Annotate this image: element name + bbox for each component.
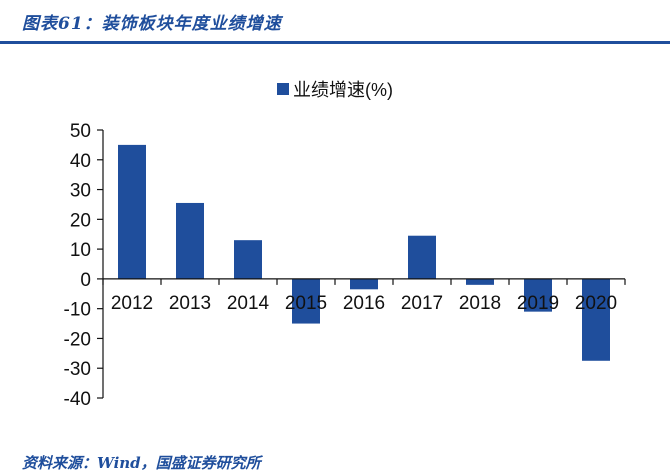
y-tick-label: -20	[64, 329, 91, 350]
legend: 业绩增速(%)	[277, 80, 393, 100]
x-tick-label: 2019	[517, 293, 559, 314]
bar-2014	[234, 240, 262, 279]
x-tick-label: 2013	[169, 293, 211, 314]
x-tick-label: 2020	[575, 293, 617, 314]
figure-title: 图表61：装饰板块年度业绩增速	[22, 14, 282, 34]
x-axis	[102, 278, 626, 285]
bars	[118, 144, 610, 361]
bar-2019	[524, 278, 552, 312]
y-tick-label: 40	[70, 151, 91, 172]
x-tick-label: 2014	[227, 293, 270, 314]
figure-header: 图表61：装饰板块年度业绩增速	[0, 0, 670, 44]
y-tick-label: 20	[70, 210, 91, 231]
y-tick-label: 30	[70, 181, 91, 202]
legend-swatch	[277, 83, 289, 95]
x-tick-label: 2017	[401, 293, 443, 314]
x-tick-label: 2015	[285, 293, 327, 314]
bar-2020	[582, 278, 610, 361]
y-tick-label: 50	[70, 121, 91, 142]
bar-2015	[292, 278, 320, 324]
y-tick-label: -30	[64, 359, 91, 380]
y-axis: 50 40 30 20 10 0 -10 -20 -30 -40	[64, 121, 104, 410]
header-rule	[0, 41, 670, 44]
x-axis-labels: 2012 2013 2014 2015 2016 2017 2018 2019 2020	[111, 293, 617, 314]
bar-2017	[408, 235, 436, 279]
source-note: 资料来源：Wind，国盛证券研究所	[22, 454, 261, 472]
x-tick-label: 2018	[459, 293, 501, 314]
y-tick-label: 10	[70, 240, 91, 261]
legend-label: 业绩增速(%)	[293, 80, 393, 100]
x-tick-label: 2012	[111, 293, 153, 314]
bar-2012	[118, 144, 146, 279]
y-tick-label: -10	[64, 300, 91, 321]
x-tick-label: 2016	[343, 293, 385, 314]
bar-2013	[176, 202, 204, 279]
y-tick-label: 0	[80, 270, 91, 291]
y-tick-label: -40	[64, 389, 91, 410]
bar-2016	[350, 278, 378, 290]
bar-2018	[466, 278, 494, 285]
